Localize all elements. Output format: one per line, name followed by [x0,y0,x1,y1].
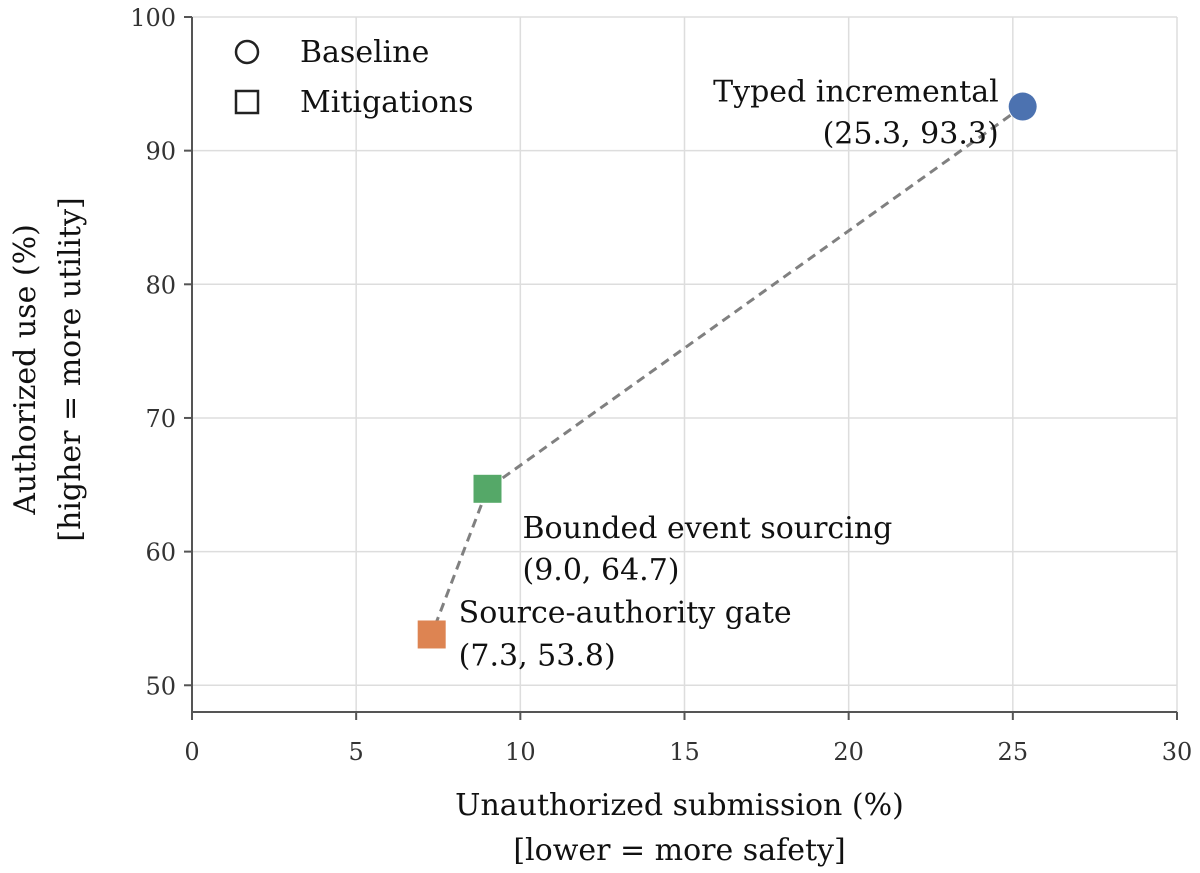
legend-label: Baseline [300,35,429,70]
point-marker-2 [417,620,446,649]
legend-circle-icon [234,39,260,65]
point-label-value: (25.3, 93.3) [823,117,999,152]
x-axis-title: Unauthorized submission (%) [455,788,904,823]
y-tick-label: 90 [145,138,176,166]
axis-titles: Unauthorized submission (%) [lower = more… [8,197,904,868]
y-tick-label: 100 [130,4,176,32]
legend-label: Mitigations [300,85,473,120]
point-label-name: Typed incremental [713,75,999,110]
grid [192,16,1178,712]
legend-square-icon [234,89,260,115]
x-tick-label: 20 [833,738,864,766]
x-axis-subtitle: [lower = more safety] [513,833,845,868]
point-marker-1 [473,474,502,503]
y-tick-label: 60 [145,539,176,567]
x-tick-label: 10 [505,738,536,766]
point-marker-0 [1008,92,1037,121]
x-tick-label: 0 [184,738,199,766]
point-label-value: (9.0, 64.7) [523,553,680,588]
y-tick-label: 80 [145,271,176,299]
y-tick-label: 50 [145,672,176,700]
y-axis-subtitle: [higher = more utility] [53,197,88,541]
x-tick-label: 30 [1162,738,1193,766]
points-layer [417,92,1037,649]
legend: Baseline Mitigations [234,35,473,120]
x-tick-label: 25 [998,738,1029,766]
point-label-value: (7.3, 53.8) [459,638,616,673]
x-tick-label: 5 [349,738,364,766]
y-tick-label: 70 [145,405,176,433]
point-labels: Typed incremental (25.3, 93.3) Bounded eve… [459,75,999,674]
point-label-name: Source-authority gate [459,595,792,630]
point-label-name: Bounded event sourcing [523,511,893,546]
ticks: 0 5 10 15 20 25 30 50 60 70 80 90 100 [130,4,1192,766]
y-axis-title: Authorized use (%) [8,224,43,516]
x-tick-label: 15 [669,738,700,766]
